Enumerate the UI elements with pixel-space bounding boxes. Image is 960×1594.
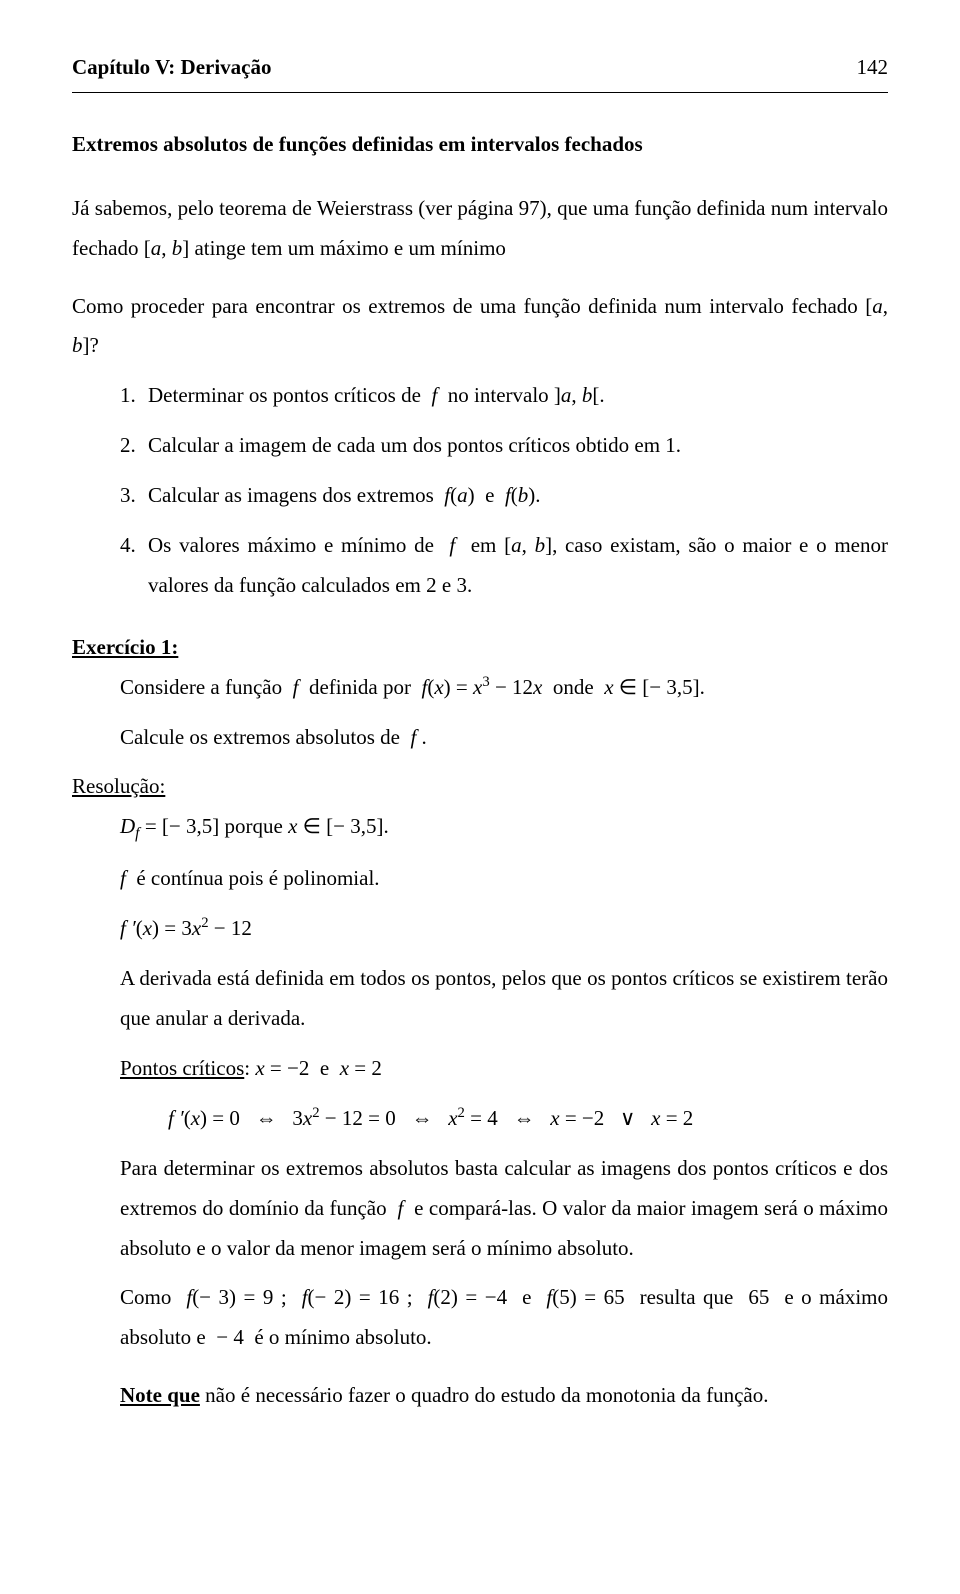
list-item: 2. Calcular a imagem de cada um dos pont… [120, 426, 888, 466]
list-body: Calcular as imagens dos extremos f(a) e … [148, 476, 888, 516]
note-label: Note que [120, 1383, 200, 1407]
resolution-domain: Df = [− 3,5] porque x ∈ [− 3,5]. [72, 807, 888, 849]
list-number: 2. [120, 426, 148, 466]
list-item: 1. Determinar os pontos críticos de f no… [120, 376, 888, 416]
list-number: 1. [120, 376, 148, 416]
resolution-derivative: f ′(x) = 3x2 − 12 [72, 909, 888, 949]
note-paragraph: Note que não é necessário fazer o quadro… [72, 1376, 888, 1416]
list-body: Determinar os pontos críticos de f no in… [148, 376, 888, 416]
list-item: 4. Os valores máximo e mínimo de f em [a… [120, 526, 888, 606]
resolution-continuity: f é contínua pois é polinomial. [72, 859, 888, 899]
exercise-statement: Considere a função f definida por f(x) =… [72, 668, 888, 708]
page-number: 142 [857, 48, 889, 88]
list-body: Os valores máximo e mínimo de f em [a, b… [148, 526, 888, 606]
resolution-derivative-note: A derivada está definida em todos os pon… [72, 959, 888, 1039]
procedure-heading: Como proceder para encontrar os extremos… [72, 287, 888, 367]
resolution-values: Como f(− 3) = 9 ; f(− 2) = 16 ; f(2) = −… [72, 1278, 888, 1358]
section-title: Extremos absolutos de funções definidas … [72, 125, 888, 165]
list-number: 4. [120, 526, 148, 606]
exercise-title: Exercício 1: [72, 628, 888, 668]
resolution-title: Resolução: [72, 767, 888, 807]
page: Capítulo V: Derivação 142 Extremos absol… [0, 0, 960, 1488]
list-body: Calcular a imagem de cada um dos pontos … [148, 426, 888, 466]
resolution-explanation: Para determinar os extremos absolutos ba… [72, 1149, 888, 1269]
procedure-list: 1. Determinar os pontos críticos de f no… [72, 376, 888, 605]
chapter-title: Capítulo V: Derivação [72, 48, 272, 88]
note-text: não é necessário fazer o quadro do estud… [200, 1383, 769, 1407]
list-item: 3. Calcular as imagens dos extremos f(a)… [120, 476, 888, 516]
critical-points-equation: f ′(x) = 0 ⇔ 3x2 − 12 = 0 ⇔ x2 = 4 ⇔ x =… [72, 1099, 888, 1139]
list-number: 3. [120, 476, 148, 516]
critical-points-label: Pontos críticos: x = −2 e x = 2 [72, 1049, 888, 1089]
page-header: Capítulo V: Derivação 142 [72, 48, 888, 93]
exercise-instruction: Calcule os extremos absolutos de f . [72, 718, 888, 758]
intro-paragraph: Já sabemos, pelo teorema de Weierstrass … [72, 189, 888, 269]
